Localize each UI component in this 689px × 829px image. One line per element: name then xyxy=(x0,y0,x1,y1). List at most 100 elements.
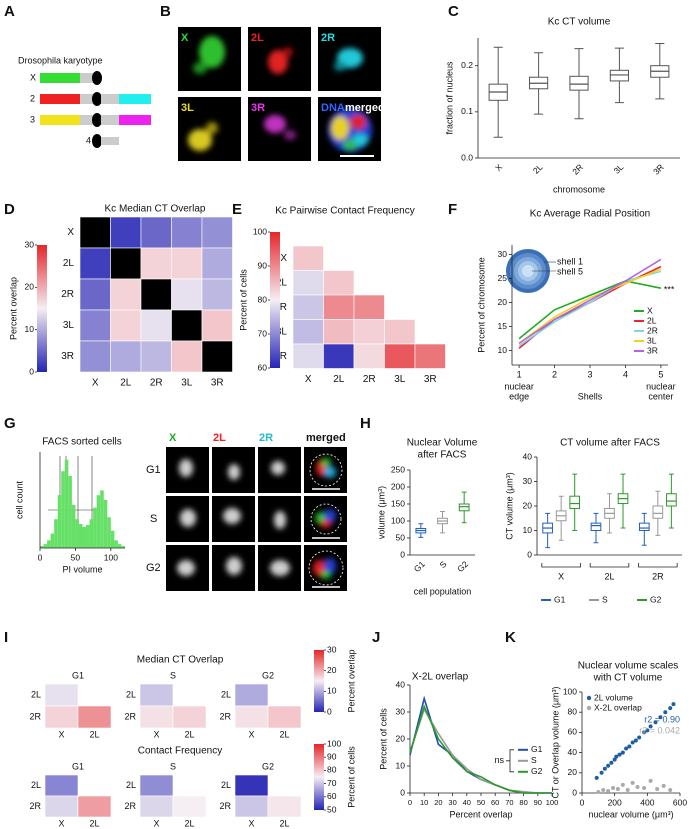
colorbar xyxy=(314,744,324,810)
colorbar-tick-label: 100 xyxy=(327,738,341,748)
heatmap-cell xyxy=(353,294,385,320)
box xyxy=(569,495,581,509)
y-tick-label: 100 xyxy=(563,686,577,696)
arm xyxy=(40,73,80,83)
channel-label: merged xyxy=(306,432,346,444)
heatmap-cell xyxy=(77,705,112,729)
y-axis-label: Percent overlap xyxy=(8,277,18,340)
heatmap-cell xyxy=(139,774,174,797)
panel-subtitle: G1 xyxy=(72,761,84,771)
y-tick-label: 20 xyxy=(523,500,533,510)
x-tick-label: 600 xyxy=(673,797,687,807)
heatmap-cell xyxy=(201,216,233,249)
channel-label: 2L xyxy=(213,432,226,444)
x-tick-label: 10 xyxy=(420,798,428,807)
column-label: X xyxy=(305,374,312,385)
x-end-label: center xyxy=(648,391,673,401)
heatmap-cell xyxy=(172,795,207,818)
heatmap-cell xyxy=(323,319,355,345)
legend-label: G1 xyxy=(531,744,543,754)
legend-label: G1 xyxy=(554,594,566,604)
row-label: 2L xyxy=(63,258,75,269)
column-label: 2L xyxy=(89,818,99,828)
x-end-label: edge xyxy=(509,391,529,401)
y-tick-label: 10 xyxy=(498,345,508,355)
point xyxy=(611,785,616,790)
row-label: 2R xyxy=(219,801,231,811)
colorbar-tick-label: 10 xyxy=(327,686,337,696)
histogram-bar xyxy=(107,517,111,548)
y-tick-label: 30 xyxy=(396,706,406,716)
x-tick-label: 2 xyxy=(552,369,557,379)
row-label: 2R xyxy=(61,289,74,300)
y-axis-label: CT volume (μm³) xyxy=(504,472,514,540)
heatmap-cell xyxy=(110,309,142,342)
whisker xyxy=(620,473,626,529)
point xyxy=(671,702,676,707)
legend-marker xyxy=(586,695,592,701)
y-axis-label: CT or Overlap volume (μm³) xyxy=(550,686,560,798)
arm xyxy=(80,94,94,104)
legend-label: S xyxy=(602,594,608,604)
chart-title: Contact Frequency xyxy=(138,746,223,757)
x-end-label: nuclear xyxy=(504,381,534,391)
x-tick-label: G1 xyxy=(412,559,427,574)
panel-label: J xyxy=(372,629,380,646)
arm xyxy=(80,73,94,83)
whisker xyxy=(558,495,564,541)
y-tick-label: 0.2 xyxy=(461,60,473,70)
y-tick-label: 150 xyxy=(391,498,405,508)
x-axis-label: nuclear volume (μm³) xyxy=(588,809,673,819)
x-axis-label: chromosome xyxy=(553,184,605,194)
legend-label: 2L volume xyxy=(594,692,633,702)
whisker xyxy=(668,473,674,529)
row-label: X xyxy=(67,227,74,238)
row-label: G2 xyxy=(146,562,161,574)
panel-subtitle: S xyxy=(170,670,176,680)
heatmap-cell xyxy=(110,216,142,249)
box xyxy=(666,493,677,507)
histogram-bar xyxy=(121,546,125,548)
y-axis-label: Percent overlap xyxy=(346,649,356,712)
panel-label: B xyxy=(160,3,171,20)
x-tick-label: 80 xyxy=(519,798,527,807)
row-label: 2R xyxy=(124,801,136,811)
heatmap-cell xyxy=(201,247,233,280)
point xyxy=(633,738,638,743)
row-label: 2R xyxy=(219,711,231,721)
y-axis-label: Percent of cells xyxy=(238,269,248,331)
histogram-bar xyxy=(103,500,108,548)
heatmap-cell xyxy=(44,705,79,729)
y-tick-label: 60 xyxy=(568,727,578,737)
channel-label: merged xyxy=(345,102,385,114)
legend-label: X xyxy=(647,305,653,315)
x-tick-label: 0 xyxy=(580,797,585,807)
box xyxy=(569,75,589,91)
histogram-bar xyxy=(40,546,44,548)
panel-label: H xyxy=(360,415,371,432)
x-tick-label: X xyxy=(558,571,564,581)
group-bracket xyxy=(541,563,581,568)
channel-label: DNA xyxy=(321,102,345,114)
row-label: 3L xyxy=(276,326,288,337)
legend-label: 2R xyxy=(647,325,658,335)
x-tick-label: 50 xyxy=(71,552,81,562)
whisker xyxy=(534,52,544,115)
colorbar-tick-label: 100 xyxy=(253,226,267,236)
chromosome-label: 2 xyxy=(30,93,35,103)
chart-title: Median CT Overlap xyxy=(137,655,224,666)
heatmap-cell xyxy=(323,294,355,320)
diagonal-cell xyxy=(110,247,142,280)
y-tick-label: 40 xyxy=(523,451,533,461)
centromere xyxy=(92,71,102,85)
point xyxy=(653,720,658,725)
column-label: X xyxy=(58,818,64,828)
centromere xyxy=(92,92,102,106)
channel-label: X xyxy=(169,432,177,444)
heatmap-cell xyxy=(140,216,172,249)
histogram-bar xyxy=(61,471,65,548)
diagonal-cell xyxy=(201,340,233,373)
histogram-bar xyxy=(117,544,122,548)
panel-subtitle: G2 xyxy=(262,670,274,680)
whisker xyxy=(655,43,665,100)
